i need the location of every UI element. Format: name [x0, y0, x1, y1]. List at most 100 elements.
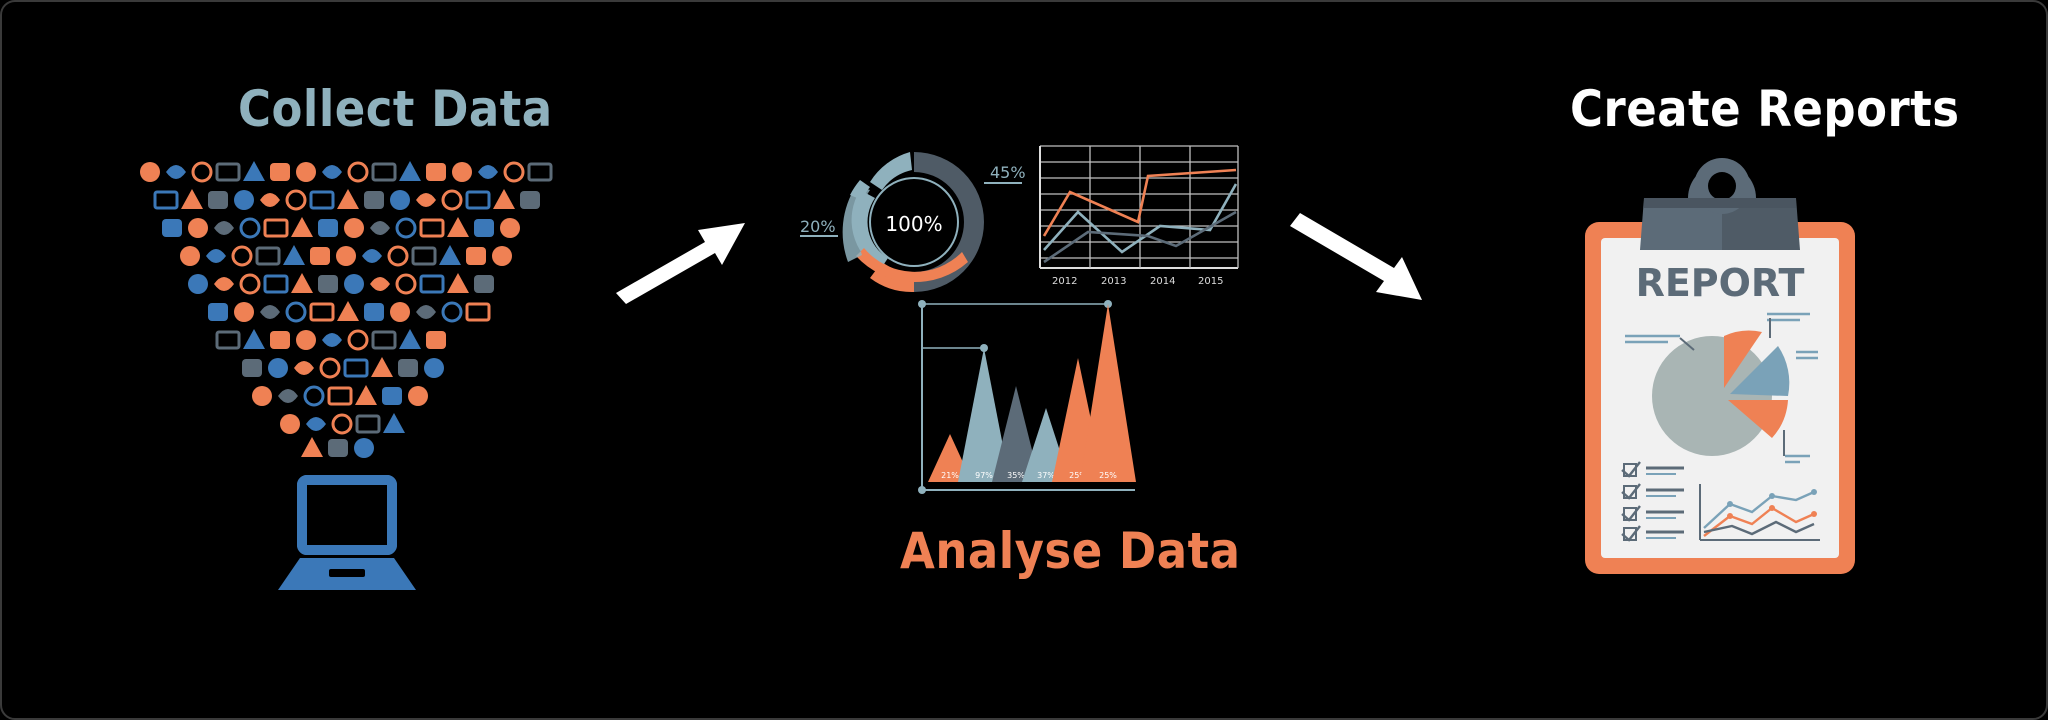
funnel-icon [263, 218, 289, 238]
funnel-icon [447, 217, 469, 237]
peaks-chart: 21% 97% 35% 37% 25% 25% [918, 300, 1136, 494]
funnel-icon [191, 161, 213, 183]
social-media-icons-funnel [140, 161, 553, 458]
funnel-icon [319, 357, 341, 379]
funnel-icon [309, 190, 335, 210]
funnel-icon [291, 273, 313, 293]
funnel-icon [452, 162, 472, 182]
funnel-icon [242, 359, 262, 377]
funnel-icon [355, 414, 381, 434]
funnel-icon [354, 438, 374, 458]
funnel-icon [285, 189, 307, 211]
peak-2 [958, 348, 1010, 482]
funnel-icon [419, 274, 445, 294]
funnel-icon [188, 274, 208, 294]
funnel-icon [153, 190, 179, 210]
year-tick-2012: 2012 [1052, 276, 1077, 287]
funnel-icon [301, 437, 323, 457]
funnel-icon [370, 277, 390, 291]
funnel-icon [416, 193, 436, 207]
funnel-icon [263, 274, 289, 294]
funnel-icon [260, 193, 280, 207]
funnel-icon [500, 218, 520, 238]
funnel-icon [239, 217, 261, 239]
funnel-icon [466, 247, 486, 265]
funnel-icon [399, 161, 421, 181]
funnel-icon [309, 302, 335, 322]
funnel-icon [231, 245, 253, 267]
peak-label-6: 25% [1099, 471, 1117, 480]
funnel-icon [296, 162, 316, 182]
funnel-icon [180, 246, 200, 266]
funnel-icon [344, 274, 364, 294]
funnel-icon [492, 246, 512, 266]
funnel-icon [296, 330, 316, 350]
funnel-icon [395, 273, 417, 295]
funnel-icon [383, 413, 405, 433]
arrow-collect-to-analyse [616, 223, 745, 304]
funnel-icon [166, 165, 186, 179]
peak-6 [1080, 304, 1136, 482]
year-tick-2015: 2015 [1198, 276, 1223, 287]
checkmark-icon [1621, 505, 1641, 522]
peak-3 [992, 386, 1040, 482]
laptop-icon [278, 475, 416, 590]
funnel-icon [268, 358, 288, 378]
funnel-icon [355, 385, 377, 405]
funnel-icon [387, 245, 409, 267]
funnel-icon [474, 275, 494, 293]
funnel-icon [447, 273, 469, 293]
funnel-icon [214, 221, 234, 235]
funnel-icon [234, 302, 254, 322]
funnel-icon [371, 162, 397, 182]
funnel-icon [243, 161, 265, 181]
funnel-icon [214, 277, 234, 291]
funnel-icon [364, 303, 384, 321]
funnel-icon [364, 191, 384, 209]
checkmark-icon [1621, 461, 1641, 478]
funnel-icon [395, 217, 417, 239]
funnel-icon [399, 329, 421, 349]
funnel-icon [527, 162, 553, 182]
funnel-icon [318, 275, 338, 293]
funnel-icon [465, 302, 491, 322]
donut-chart: 100% 20% 45% [800, 152, 1026, 293]
year-tick-2014: 2014 [1150, 276, 1175, 287]
funnel-icon [208, 303, 228, 321]
funnel-icon [441, 189, 463, 211]
collect-data-title: Collect Data [238, 80, 553, 138]
funnel-icon [270, 331, 290, 349]
funnel-icon [520, 191, 540, 209]
peak-label-5: 25% [1069, 471, 1087, 480]
funnel-icon [252, 386, 272, 406]
report-mini-chart [1699, 484, 1820, 541]
funnel-icon [441, 301, 463, 323]
funnel-icon [382, 387, 402, 405]
funnel-icon [419, 218, 445, 238]
funnel-icon [322, 165, 342, 179]
funnel-icon [215, 162, 241, 182]
funnel-icon [344, 218, 364, 238]
funnel-icon [347, 161, 369, 183]
funnel-icon [291, 217, 313, 237]
funnel-icon [278, 389, 298, 403]
report-clipboard-icon: REPORT [1585, 158, 1855, 574]
year-tick-2013: 2013 [1101, 276, 1126, 287]
funnel-icon [424, 358, 444, 378]
funnel-icon [327, 386, 353, 406]
funnel-icon [280, 414, 300, 434]
funnel-icon [303, 385, 325, 407]
funnel-icon [328, 439, 348, 457]
peak-label-3: 35% [1007, 471, 1025, 480]
funnel-icon [208, 191, 228, 209]
funnel-icon [239, 273, 261, 295]
funnel-icon [370, 221, 390, 235]
funnel-icon [310, 247, 330, 265]
funnel-icon [322, 333, 342, 347]
donut-left-label: 20% [800, 217, 836, 236]
funnel-icon [337, 301, 359, 321]
analyse-data-title: Analyse Data [900, 522, 1241, 580]
funnel-icon [371, 330, 397, 350]
funnel-icon [181, 189, 203, 209]
funnel-icon [336, 246, 356, 266]
